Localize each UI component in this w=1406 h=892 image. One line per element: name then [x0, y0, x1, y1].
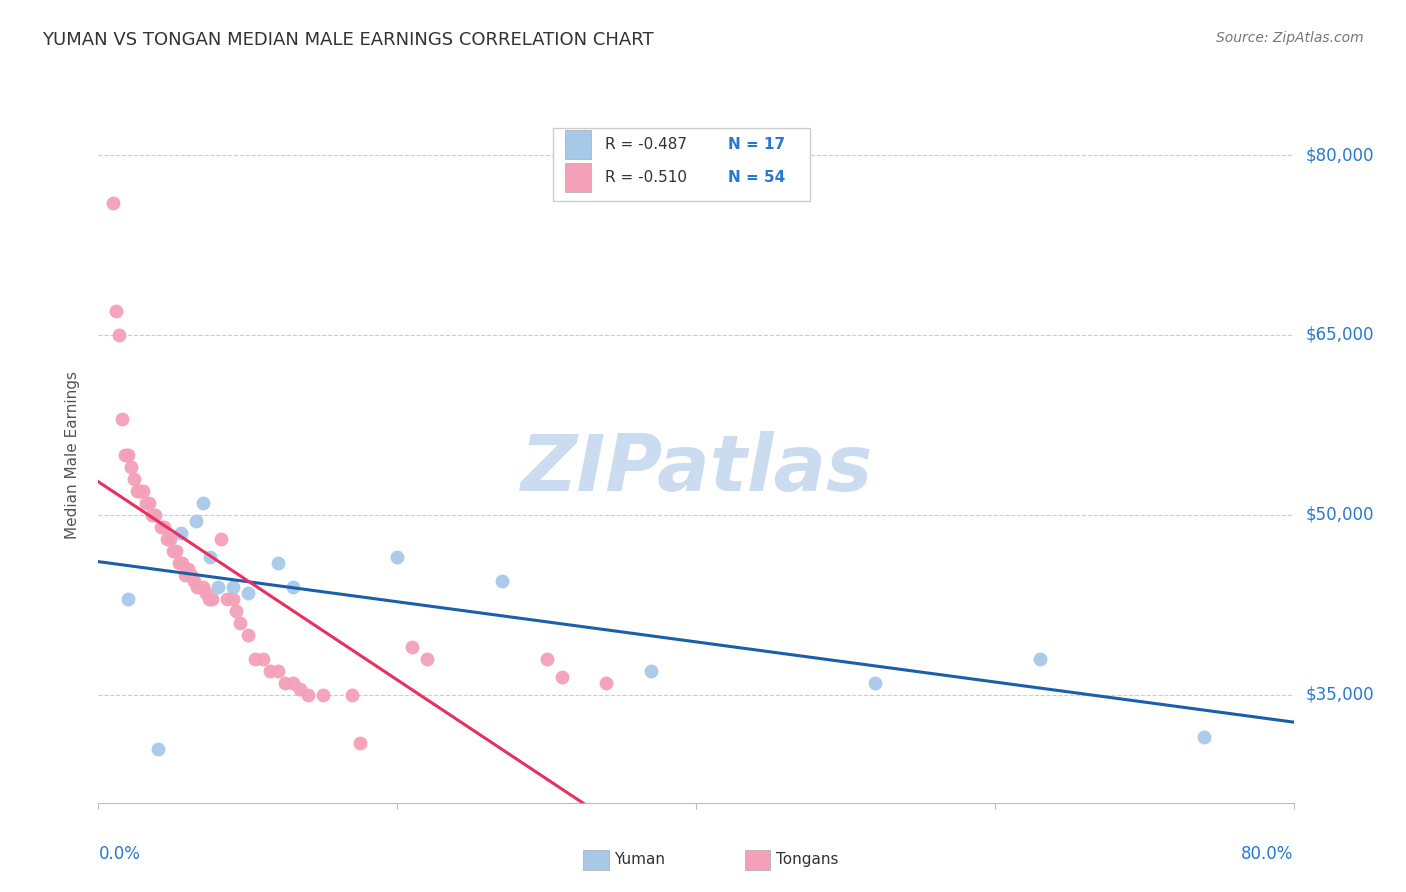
Text: $35,000: $35,000: [1305, 686, 1374, 704]
Point: [186, 580, 208, 594]
Point: [150, 520, 173, 534]
Point: [111, 412, 134, 426]
Point: [491, 574, 513, 588]
Point: [385, 549, 409, 564]
Point: [1028, 652, 1050, 666]
Text: R = -0.510: R = -0.510: [605, 170, 688, 186]
Point: [117, 591, 139, 606]
Text: ZIPatlas: ZIPatlas: [520, 431, 872, 507]
Point: [342, 688, 364, 702]
Point: [416, 652, 439, 666]
Point: [288, 681, 311, 696]
Point: [222, 580, 245, 594]
FancyBboxPatch shape: [565, 130, 591, 160]
Point: [259, 664, 281, 678]
Point: [236, 586, 259, 600]
Text: $50,000: $50,000: [1305, 506, 1374, 524]
Point: [215, 591, 238, 606]
Point: [1192, 730, 1215, 744]
Point: [209, 532, 232, 546]
Point: [200, 549, 222, 564]
Point: [252, 652, 274, 666]
Point: [349, 736, 371, 750]
Point: [135, 496, 157, 510]
Point: [267, 556, 290, 570]
Point: [159, 532, 181, 546]
Point: [124, 472, 146, 486]
Point: [132, 483, 155, 498]
Point: [207, 580, 229, 594]
Point: [174, 567, 197, 582]
Point: [184, 514, 207, 528]
Point: [117, 448, 139, 462]
Point: [274, 676, 297, 690]
Point: [129, 483, 152, 498]
Point: [169, 525, 191, 540]
FancyBboxPatch shape: [565, 163, 591, 192]
Point: [194, 586, 218, 600]
Text: $80,000: $80,000: [1305, 146, 1374, 164]
Point: [120, 459, 142, 474]
Text: N = 54: N = 54: [728, 170, 786, 186]
Point: [401, 640, 423, 654]
Text: Yuman: Yuman: [614, 853, 665, 867]
Point: [267, 664, 290, 678]
Point: [156, 532, 179, 546]
Text: 80.0%: 80.0%: [1241, 845, 1294, 863]
Point: [148, 741, 170, 756]
Text: $65,000: $65,000: [1305, 326, 1374, 344]
Point: [108, 328, 131, 343]
Point: [165, 544, 187, 558]
Point: [536, 652, 558, 666]
Point: [281, 580, 304, 594]
Text: R = -0.487: R = -0.487: [605, 137, 688, 153]
Text: Source: ZipAtlas.com: Source: ZipAtlas.com: [1216, 31, 1364, 45]
Point: [297, 688, 319, 702]
Point: [143, 508, 166, 522]
Point: [550, 670, 572, 684]
Point: [114, 448, 136, 462]
Point: [183, 574, 205, 588]
Point: [222, 591, 245, 606]
Point: [180, 567, 202, 582]
Point: [177, 562, 200, 576]
Point: [229, 615, 252, 630]
Point: [191, 496, 214, 510]
Point: [198, 591, 221, 606]
Point: [153, 520, 176, 534]
Point: [103, 196, 125, 211]
Text: YUMAN VS TONGAN MEDIAN MALE EARNINGS CORRELATION CHART: YUMAN VS TONGAN MEDIAN MALE EARNINGS COR…: [42, 31, 654, 49]
Point: [865, 676, 887, 690]
Point: [201, 591, 224, 606]
Point: [281, 676, 304, 690]
Point: [640, 664, 662, 678]
Point: [191, 580, 214, 594]
Point: [245, 652, 267, 666]
Text: 0.0%: 0.0%: [98, 845, 141, 863]
Y-axis label: Median Male Earnings: Median Male Earnings: [65, 371, 80, 539]
Point: [162, 544, 184, 558]
Point: [311, 688, 333, 702]
Point: [225, 604, 247, 618]
Point: [141, 508, 163, 522]
Point: [138, 496, 160, 510]
Point: [105, 304, 128, 318]
Point: [595, 676, 617, 690]
FancyBboxPatch shape: [553, 128, 810, 201]
Point: [172, 556, 194, 570]
Text: N = 17: N = 17: [728, 137, 786, 153]
Text: Tongans: Tongans: [776, 853, 838, 867]
Point: [236, 628, 259, 642]
Point: [167, 556, 190, 570]
Point: [127, 483, 149, 498]
